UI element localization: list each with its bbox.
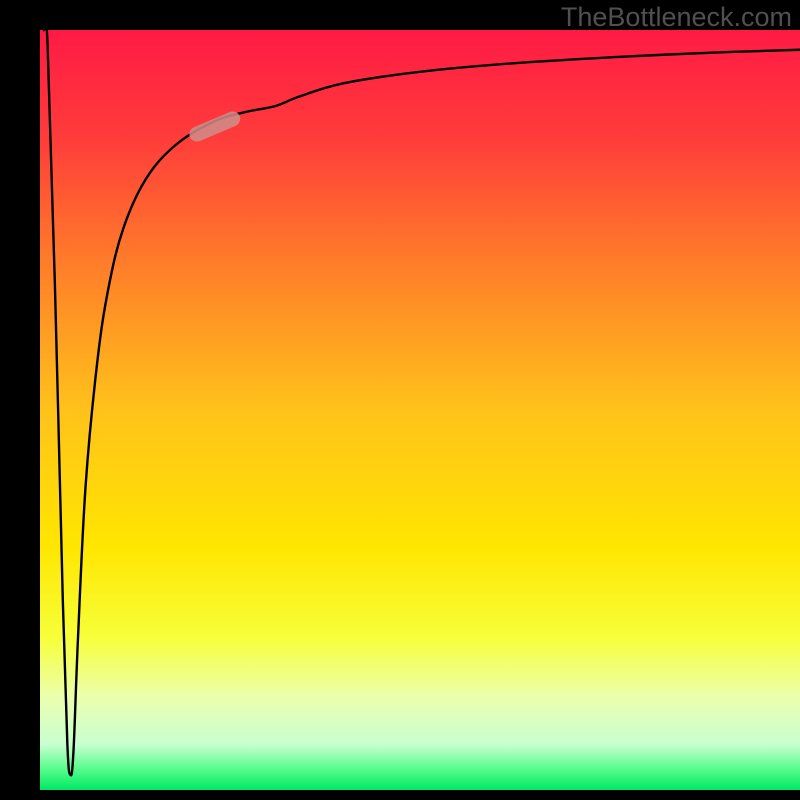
curve-layer xyxy=(40,30,800,790)
chart-frame: TheBottleneck.com xyxy=(0,0,800,800)
bottleneck-curve xyxy=(44,20,800,775)
plot-area xyxy=(40,30,800,790)
watermark-text: TheBottleneck.com xyxy=(561,2,792,33)
highlight-segment xyxy=(187,109,243,144)
